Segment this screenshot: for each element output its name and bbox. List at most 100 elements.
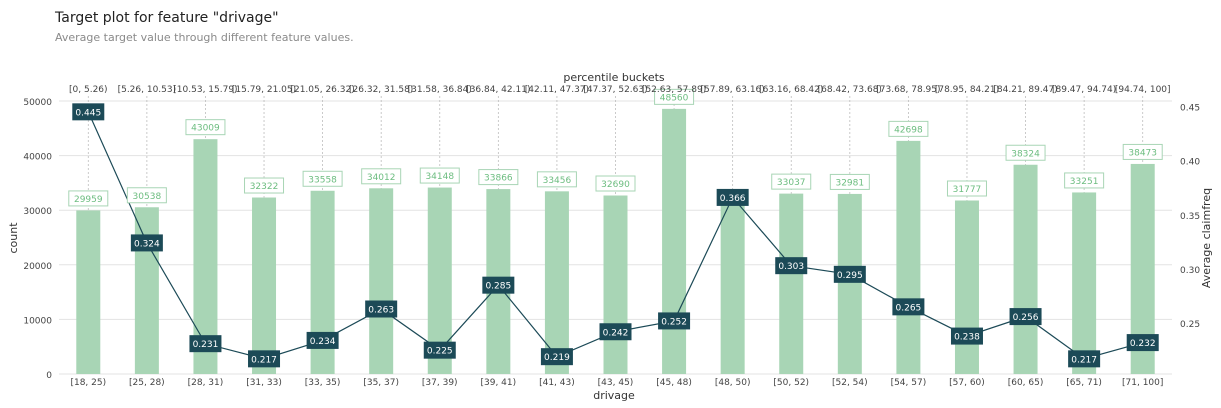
- target-point-box: [658, 312, 691, 330]
- bar-value-label: 30538: [133, 192, 162, 202]
- y-tick-label: 0: [46, 371, 52, 381]
- bar-value-box: [888, 120, 929, 137]
- percentile-tick-label: [78.95, 84.21): [935, 85, 999, 95]
- target-point-box: [775, 257, 808, 275]
- x-tick-label: [35, 37): [363, 378, 399, 388]
- bar-value-box: [595, 175, 636, 192]
- y-axis-label: count: [7, 222, 20, 254]
- bar-value-box: [185, 119, 226, 136]
- bar-value-label: 34012: [367, 173, 396, 183]
- bar-value-label: 33037: [777, 178, 806, 188]
- count-bar: [603, 195, 628, 374]
- target-value-label: 0.231: [193, 340, 219, 350]
- x-tick-label: [50, 52): [773, 378, 809, 388]
- x-tick-label: [37, 39): [422, 378, 458, 388]
- target-value-label: 0.285: [485, 282, 511, 292]
- target-value-label: 0.303: [778, 262, 804, 272]
- count-bar: [779, 193, 804, 374]
- bar-value-box: [302, 170, 343, 187]
- percentile-tick-label: [26.32, 31.58): [349, 85, 413, 95]
- target-point-box: [1068, 350, 1101, 368]
- target-point-box: [189, 335, 222, 353]
- target-point-box: [892, 298, 925, 316]
- x-tick-label: [60, 65): [1008, 378, 1044, 388]
- bar-value-label: 33558: [308, 175, 337, 185]
- percentile-tick-label: [36.84, 42.11): [466, 85, 530, 95]
- target-value-label: 0.366: [720, 194, 746, 204]
- x-tick-label: [43, 45): [598, 378, 634, 388]
- target-value-label: 0.234: [310, 337, 336, 347]
- target-value-label: 0.219: [544, 353, 570, 363]
- bar-value-box: [1122, 143, 1163, 160]
- bar-value-label: 32690: [601, 180, 630, 190]
- x-tick-label: [41, 43): [539, 378, 575, 388]
- target-value-label: 0.217: [1071, 355, 1097, 365]
- bar-value-label: 33251: [1070, 177, 1099, 187]
- target-value-label: 0.265: [896, 303, 922, 313]
- target-point-box: [306, 331, 339, 349]
- target-point-box: [130, 234, 163, 252]
- percentile-tick-label: [5.26, 10.53): [118, 85, 177, 95]
- percentile-tick-label: [84.21, 89.47): [993, 85, 1057, 95]
- target-value-label: 0.324: [134, 239, 160, 249]
- x-tick-label: [52, 54): [832, 378, 868, 388]
- target-point-box: [833, 265, 866, 283]
- bar-value-label: 33866: [484, 174, 513, 184]
- target-value-label: 0.295: [837, 271, 863, 281]
- count-bar: [896, 140, 921, 374]
- target-point-box: [1009, 308, 1042, 326]
- bar-value-box: [419, 167, 460, 184]
- target-point-box: [248, 350, 281, 368]
- x-tick-label: [33, 35): [305, 378, 341, 388]
- bar-value-label: 38473: [1128, 148, 1157, 158]
- bar-value-label: 34148: [425, 172, 454, 182]
- y-tick-label: 30000: [23, 207, 52, 217]
- target-value-label: 0.238: [954, 333, 980, 343]
- target-point-box: [365, 300, 398, 318]
- bar-value-label: 31777: [953, 185, 982, 195]
- target-point-box: [540, 348, 573, 366]
- bar-value-box: [68, 190, 109, 207]
- top-axis-label: percentile buckets: [563, 71, 665, 84]
- bar-value-label: 48560: [660, 93, 689, 103]
- y-tick-label: 40000: [23, 153, 52, 163]
- x-tick-label: [18, 25): [70, 378, 106, 388]
- count-bar: [134, 207, 159, 374]
- y2-tick-label: 0.25: [1180, 320, 1200, 330]
- percentile-tick-label: [42.11, 47.37): [525, 85, 589, 95]
- target-value-label: 0.256: [1013, 313, 1039, 323]
- bar-value-box: [478, 169, 519, 186]
- bar-value-box: [244, 177, 285, 194]
- percentile-tick-label: [63.16, 68.42): [759, 85, 823, 95]
- target-value-label: 0.252: [661, 317, 687, 327]
- target-point-box: [72, 103, 105, 121]
- x-tick-label: [48, 50): [715, 378, 751, 388]
- percentile-tick-label: [89.47, 94.74): [1052, 85, 1116, 95]
- count-bar: [193, 139, 218, 374]
- bar-value-label: 38324: [1011, 149, 1040, 159]
- y2-tick-label: 0.45: [1180, 103, 1200, 113]
- percentile-tick-label: [52.63, 57.89): [642, 85, 706, 95]
- x-tick-label: [45, 48): [656, 378, 692, 388]
- x-tick-label: [28, 31): [188, 378, 224, 388]
- x-tick-label: [65, 71): [1066, 378, 1102, 388]
- y2-axis-label: Average claimfreq: [1200, 188, 1213, 288]
- y-tick-label: 20000: [23, 262, 52, 272]
- bar-value-label: 29959: [74, 195, 103, 205]
- percentile-tick-label: [15.79, 21.05): [232, 85, 296, 95]
- x-tick-label: [54, 57): [891, 378, 927, 388]
- x-tick-label: [39, 41): [481, 378, 517, 388]
- y2-tick-label: 0.30: [1180, 266, 1200, 276]
- percentile-tick-label: [57.89, 63.16): [701, 85, 765, 95]
- x-axis-label: drivage: [593, 389, 635, 402]
- bar-value-box: [1064, 172, 1105, 189]
- target-value-label: 0.232: [1130, 339, 1156, 349]
- target-point-box: [716, 188, 749, 206]
- percentile-tick-label: [94.74, 100]: [1115, 85, 1171, 95]
- percentile-tick-label: [31.58, 36.84): [408, 85, 472, 95]
- y2-tick-label: 0.40: [1180, 158, 1200, 168]
- bar-value-box: [361, 168, 402, 185]
- count-bar: [720, 193, 745, 374]
- bar-value-box: [536, 171, 577, 188]
- count-bar: [954, 200, 979, 374]
